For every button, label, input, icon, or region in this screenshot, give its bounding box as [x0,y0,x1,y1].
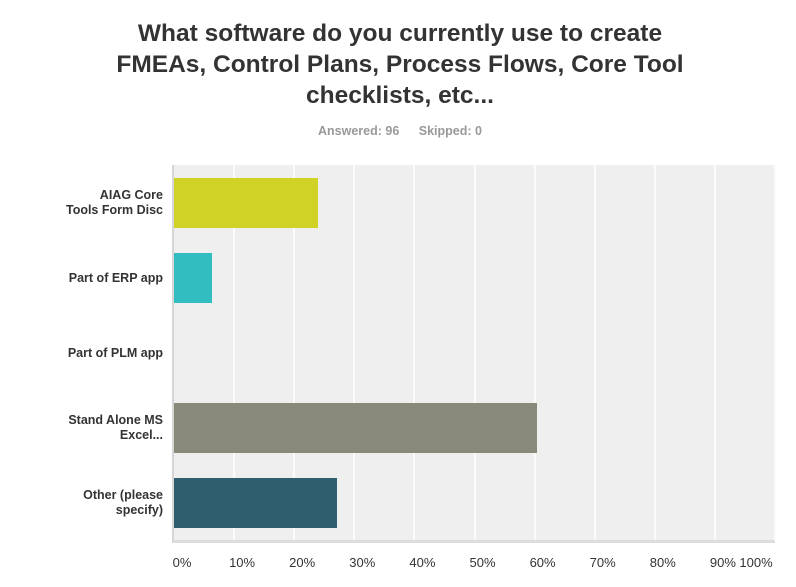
y-axis-label: Part of PLM app [67,345,163,360]
bar[interactable] [174,253,212,303]
x-axis-tick: 10% [229,555,256,570]
y-axis-label: AIAG Core Tools Form Disc [65,188,163,217]
gridline [293,165,296,540]
x-axis-tick: 90% [709,555,736,570]
x-axis-tick: 80% [649,555,676,570]
gridline [233,165,236,540]
x-axis-tick: 100% [739,555,773,570]
skipped-count: Skipped: 0 [418,124,482,138]
gridline [473,165,476,540]
chart-title: What software do you currently use to cr… [116,20,684,109]
gridline [653,165,656,540]
bar[interactable] [174,178,318,228]
x-axis-tick: 70% [589,555,616,570]
x-axis-tick: 50% [469,555,496,570]
gridline [774,165,776,540]
x-axis-tick: 0% [172,555,192,570]
x-axis-tick: 60% [529,555,556,570]
gridline [533,165,536,540]
bar[interactable] [174,403,538,453]
x-axis-tick: 20% [289,555,316,570]
y-axis-label: Part of ERP app [68,270,163,285]
y-axis-label: Stand Alone MS Excel... [68,413,163,442]
answered-count: Answered: 96 [318,124,400,138]
bar[interactable] [174,478,337,528]
gridline [413,165,416,540]
x-axis-tick: 40% [409,555,436,570]
plot-area [172,165,776,543]
gridline [593,165,596,540]
y-axis-label: Other (please specify) [83,488,163,517]
gridline [713,165,716,540]
gridline [353,165,356,540]
x-axis-tick: 30% [349,555,376,570]
response-stats: Answered: 96 Skipped: 0 [0,124,796,138]
